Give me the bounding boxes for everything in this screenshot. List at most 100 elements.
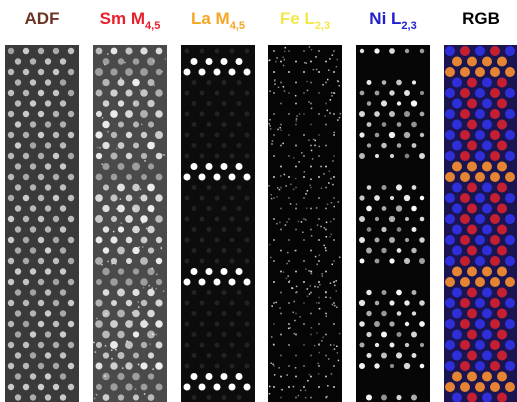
noise-speck [330, 297, 332, 299]
atom-column [147, 289, 154, 296]
atom-column [273, 323, 275, 325]
atom-column [102, 331, 110, 339]
atom-column [497, 267, 507, 277]
atom-column [467, 141, 477, 151]
atom-column [288, 134, 290, 136]
atom-column [206, 163, 213, 170]
atom-column [15, 121, 21, 127]
atom-column [53, 321, 59, 327]
noise-speck [286, 374, 288, 376]
atom-column [117, 331, 124, 338]
atom-column [141, 342, 147, 348]
atom-column [381, 331, 387, 337]
atom-column [419, 153, 425, 159]
atom-column [310, 355, 312, 357]
noise-speck [275, 61, 277, 63]
atom-column [475, 88, 485, 98]
atom-column [60, 163, 66, 169]
atom-column [396, 205, 402, 211]
atom-column [325, 271, 327, 273]
noise-speck [331, 373, 333, 375]
atom-column [133, 268, 139, 274]
atom-column [295, 376, 297, 378]
noise-speck [302, 232, 304, 234]
atom-column [505, 361, 515, 371]
atom-column [23, 174, 29, 180]
atom-column [237, 80, 242, 85]
atom-column [53, 174, 59, 180]
atom-column [411, 206, 417, 212]
atom-column [318, 239, 320, 241]
atom-column [452, 330, 462, 340]
atom-column [411, 332, 417, 338]
atom-column [53, 90, 59, 96]
atom-column [505, 277, 515, 287]
atom-column [125, 383, 132, 390]
noise-speck [293, 157, 295, 159]
panel-background [181, 45, 255, 402]
atom-column [452, 288, 462, 298]
atom-column [359, 111, 365, 117]
atom-column [273, 260, 275, 262]
atom-column [482, 267, 492, 277]
atom-column [110, 152, 117, 159]
atom-column [445, 235, 455, 245]
atom-column [497, 309, 507, 319]
atom-column [102, 142, 109, 149]
noise-speck [296, 118, 298, 120]
atom-column [45, 184, 51, 190]
atom-column [156, 258, 162, 264]
atom-column [185, 343, 190, 348]
noise-speck [296, 120, 298, 122]
atom-column [23, 258, 29, 264]
atom-column [374, 321, 380, 327]
atom-column [245, 217, 250, 222]
atom-column [68, 384, 74, 390]
noise-speck [305, 193, 307, 195]
noise-speck [296, 203, 298, 205]
noise-speck [301, 152, 303, 154]
atom-column [303, 218, 305, 220]
noise-speck [274, 79, 276, 81]
noise-speck [336, 290, 338, 292]
atom-column [303, 71, 305, 73]
atom-column [230, 91, 235, 96]
atom-column [325, 334, 327, 336]
atom-column [38, 342, 44, 348]
atom-column [30, 163, 36, 169]
noise-speck [276, 223, 278, 225]
noise-speck [135, 388, 137, 390]
noise-speck [286, 278, 288, 280]
noise-speck [294, 320, 296, 322]
atom-column [303, 344, 305, 346]
atom-column [192, 185, 197, 190]
atom-column [460, 235, 470, 245]
atom-column [452, 99, 462, 109]
atom-column [295, 334, 297, 336]
atom-column [207, 101, 212, 106]
noise-speck [275, 302, 277, 304]
atom-column [482, 162, 492, 172]
atom-column [382, 290, 387, 295]
atom-column [367, 185, 372, 190]
noise-speck [336, 307, 338, 309]
atom-column [288, 113, 290, 115]
noise-speck [272, 364, 274, 366]
atom-column [192, 101, 197, 106]
atom-column [215, 154, 220, 159]
atom-column [318, 176, 320, 178]
atom-column [103, 184, 109, 190]
atom-column [280, 208, 282, 210]
noise-speck [146, 228, 148, 230]
atom-column [505, 256, 515, 266]
atom-column [199, 69, 206, 76]
atom-column [397, 227, 402, 232]
atom-column [68, 342, 74, 348]
atom-column [207, 143, 212, 148]
atom-column [230, 238, 235, 243]
atom-column [490, 193, 500, 203]
atom-column [367, 227, 372, 232]
atom-column [405, 49, 409, 53]
noise-speck [336, 66, 338, 68]
atom-column [38, 237, 44, 243]
